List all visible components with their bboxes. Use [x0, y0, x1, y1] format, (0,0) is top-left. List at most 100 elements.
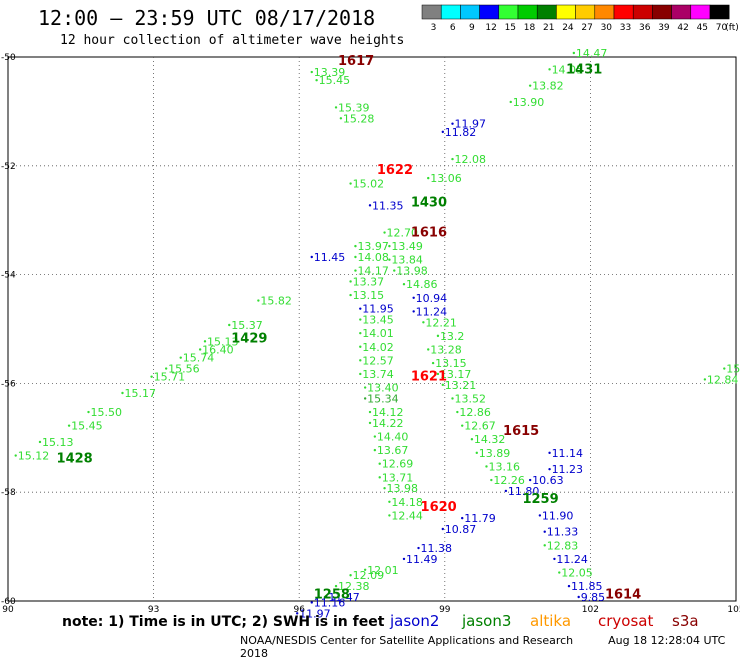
- legend-label: 45: [697, 23, 708, 33]
- footer: NOAA/NESDIS Center for Satellite Applica…: [240, 634, 740, 660]
- swh-value: 14.12: [372, 406, 404, 419]
- track-point: [198, 348, 202, 351]
- track-point: [548, 451, 551, 455]
- track-point: [354, 244, 357, 248]
- legend-swatch: [709, 4, 730, 20]
- legend-unit: (ft): [725, 23, 739, 33]
- track-point: [228, 323, 231, 327]
- legend-swatch: [690, 4, 711, 20]
- track-point: [475, 451, 478, 455]
- swh-value: 11.97: [455, 118, 487, 131]
- swh-value: 14.05: [552, 63, 584, 76]
- legend-label: 6: [450, 23, 456, 33]
- track-point: [354, 269, 357, 272]
- pass-time-label: 1617: [338, 54, 374, 69]
- track-point: [359, 345, 362, 348]
- swh-value: 12.83: [547, 539, 579, 552]
- track-point: [388, 514, 391, 517]
- track-point: [325, 595, 328, 599]
- swh-value: 12.21: [425, 316, 457, 329]
- track-point: [543, 544, 546, 547]
- track-point: [402, 283, 406, 286]
- track-point: [490, 478, 493, 482]
- track-point: [436, 372, 440, 376]
- track-point: [359, 372, 362, 376]
- pass-time-label: 1620: [421, 500, 457, 515]
- track-point: [359, 359, 362, 362]
- track-point: [315, 79, 318, 82]
- swh-value: 15.12: [18, 450, 49, 463]
- satellite-tracks: [14, 51, 726, 615]
- legend-swatch: [671, 4, 692, 20]
- swh-value: 14.40: [377, 431, 409, 444]
- track-point: [378, 476, 381, 479]
- track-point: [368, 410, 372, 414]
- legend-swatch: [613, 4, 634, 20]
- swh-value: 11.47: [328, 591, 360, 604]
- track-point: [373, 435, 377, 438]
- track-point: [402, 557, 406, 561]
- track-point: [451, 157, 454, 161]
- track-point: [334, 106, 338, 109]
- swh-value: 15.50: [91, 406, 123, 419]
- swh-value: 13.2: [440, 330, 465, 343]
- legend-label: 33: [620, 23, 631, 33]
- swh-value: 12.08: [455, 153, 487, 166]
- swh-value: 15.17: [124, 387, 156, 400]
- swh-value: 11.82: [445, 126, 477, 139]
- swh-value: 11.49: [406, 553, 438, 566]
- track-point: [723, 367, 726, 370]
- swh-value: 13.84: [391, 254, 423, 267]
- swh-value: 11.79: [464, 512, 496, 525]
- track-point: [359, 331, 362, 335]
- swh-value: 14.02: [362, 341, 394, 354]
- track-point: [14, 454, 17, 457]
- swh-value: 11.16: [314, 596, 346, 609]
- track-point: [572, 51, 576, 55]
- track-point: [553, 557, 556, 561]
- track-point: [383, 231, 386, 234]
- swh-value: 16.40: [202, 343, 234, 356]
- swh-value: 12.84: [707, 373, 739, 386]
- pass-time-label: 1430: [411, 196, 447, 211]
- track-point: [349, 574, 352, 577]
- swh-value: 15.74: [183, 352, 215, 365]
- track-point: [363, 568, 367, 571]
- pass-time-label: 1431: [566, 62, 602, 77]
- swh-value: 13.74: [362, 368, 394, 381]
- track-point: [373, 448, 377, 452]
- track-point: [368, 204, 372, 207]
- track-point: [349, 293, 352, 297]
- legend-swatch: [556, 4, 576, 20]
- track-point: [558, 571, 561, 574]
- legend-swatch: [652, 4, 672, 20]
- track-point: [427, 348, 430, 351]
- legend-swatch: [479, 4, 500, 20]
- lat-tick-label: -56: [1, 379, 16, 389]
- legend-label: 24: [562, 23, 574, 33]
- swh-value: 11.80: [508, 485, 539, 498]
- track-point: [164, 367, 168, 370]
- swh-value: 13.17: [440, 368, 472, 381]
- track-point: [368, 421, 372, 425]
- track-point: [334, 584, 338, 588]
- pass-time-label: 1621: [411, 370, 447, 385]
- swh-value: 13.45: [362, 314, 394, 327]
- track-point: [310, 601, 313, 604]
- swh-value: 15.37: [231, 319, 263, 332]
- footer-credit: NOAA/NESDIS Center for Satellite Applica…: [240, 634, 574, 647]
- track-point: [427, 176, 430, 180]
- track-point: [451, 122, 454, 125]
- track-point: [703, 378, 707, 381]
- swh-value: 12.38: [338, 580, 370, 593]
- swh-value: 15.82: [726, 363, 740, 376]
- track-point: [417, 546, 420, 550]
- swh-value: 15.71: [154, 371, 186, 384]
- track-point: [461, 424, 464, 427]
- track-point: [354, 255, 357, 259]
- swh-value: 13.98: [387, 482, 419, 495]
- track-point: [150, 375, 153, 378]
- swh-value: 14.47: [576, 47, 608, 60]
- track-point: [441, 383, 444, 387]
- swh-value: 10.94: [416, 292, 448, 305]
